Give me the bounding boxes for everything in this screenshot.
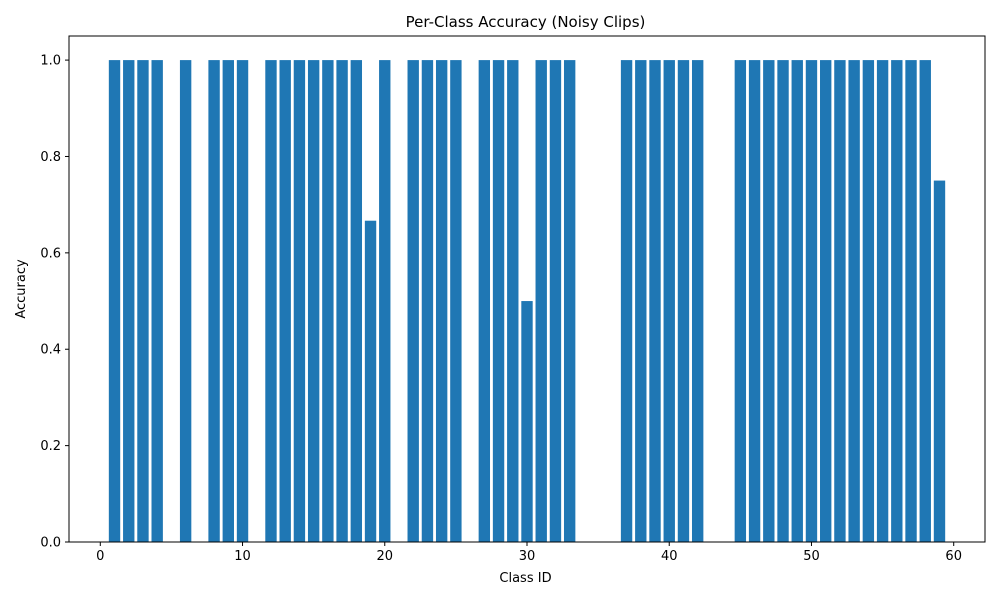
bar-class-37 (620, 60, 633, 542)
y-tick-label: 0.4 (40, 343, 61, 358)
y-axis: 0.0 0.2 0.4 0.6 0.8 1.0 (40, 54, 69, 551)
y-tick-label: 0.2 (40, 439, 61, 454)
bar-class-55 (876, 60, 889, 542)
bar-class-12 (265, 60, 277, 542)
x-axis: 0 10 20 30 40 50 60 (96, 542, 962, 564)
bar-class-42 (691, 60, 704, 542)
bar-class-47 (763, 60, 775, 542)
bar-class-38 (635, 60, 647, 542)
bar-class-18 (350, 60, 363, 542)
y-tick-label: 0.8 (40, 150, 61, 165)
bar-class-50 (805, 60, 818, 542)
bar-class-8 (208, 60, 220, 542)
x-tick-label: 20 (376, 549, 393, 564)
bar-class-29 (507, 60, 519, 542)
x-tick-label: 0 (96, 549, 104, 564)
bar-class-48 (777, 60, 789, 542)
x-tick-label: 60 (945, 549, 962, 564)
bar-class-52 (834, 60, 846, 542)
bar-class-4 (151, 60, 163, 542)
bar-class-39 (649, 60, 661, 542)
bar-class-3 (137, 60, 149, 542)
x-axis-title: Class ID (499, 571, 551, 586)
bar-class-27 (478, 60, 491, 542)
bar-class-46 (748, 60, 761, 542)
bar-class-57 (905, 60, 917, 542)
y-tick-label: 0.0 (40, 536, 61, 551)
bar-class-56 (891, 60, 903, 542)
bar-class-41 (677, 60, 690, 542)
y-tick-label: 0.6 (40, 246, 61, 261)
bar-class-2 (123, 60, 135, 542)
bar-class-16 (322, 60, 334, 542)
bar-class-20 (379, 60, 391, 542)
bar-class-31 (535, 60, 547, 542)
x-tick-label: 10 (234, 549, 251, 564)
bar-class-1 (108, 60, 121, 542)
bar-class-24 (435, 60, 448, 542)
bar-class-28 (492, 60, 505, 542)
bar-class-6 (179, 60, 192, 542)
bar-class-33 (563, 60, 576, 542)
bar-class-30 (521, 301, 533, 542)
y-tick-label: 1.0 (40, 54, 61, 69)
chart-title: Per-Class Accuracy (Noisy Clips) (406, 13, 646, 31)
bar-class-25 (450, 60, 462, 542)
x-tick-label: 40 (661, 549, 678, 564)
bar-class-10 (236, 60, 249, 542)
bar-class-17 (336, 60, 348, 542)
bar-class-23 (421, 60, 434, 542)
x-tick-label: 30 (519, 549, 536, 564)
bar-class-9 (222, 60, 234, 542)
bar-class-22 (407, 60, 419, 542)
x-tick-label: 50 (803, 549, 820, 564)
bar-class-19 (364, 220, 377, 542)
y-axis-title: Accuracy (14, 259, 29, 319)
bar-class-53 (848, 60, 860, 542)
bar-class-59 (933, 180, 946, 542)
bar-class-49 (791, 60, 803, 542)
bar-class-40 (663, 60, 675, 542)
bar-class-58 (919, 60, 931, 542)
bar-class-45 (734, 60, 747, 542)
bar-class-14 (293, 60, 306, 542)
bar-class-54 (862, 60, 875, 542)
bar-class-15 (307, 60, 320, 542)
bar-class-51 (820, 60, 832, 542)
bars-group (108, 60, 946, 542)
bar-class-13 (279, 60, 291, 542)
bar-class-32 (549, 60, 562, 542)
